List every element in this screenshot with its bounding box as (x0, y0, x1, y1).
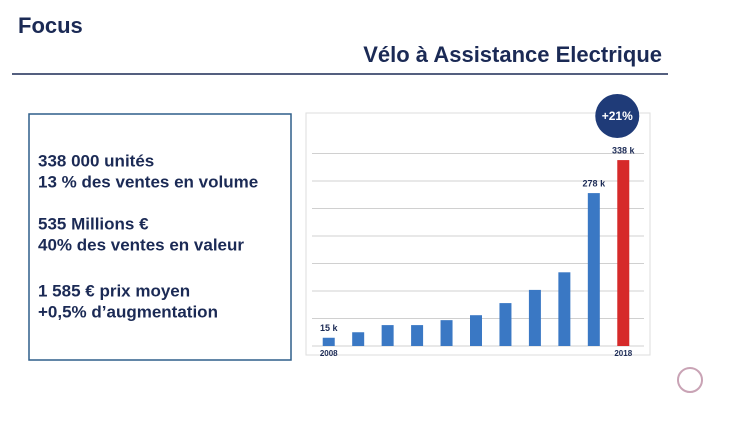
bar (558, 272, 571, 346)
stat-line: 13 % des ventes en volume (38, 172, 258, 191)
stat-line: +0,5% d’augmentation (38, 302, 218, 321)
bar (440, 320, 453, 346)
bar (470, 315, 482, 346)
bar (411, 325, 424, 346)
x-tick-label: 2008 (320, 349, 338, 358)
stat-line: 1 585 € prix moyen (38, 281, 190, 300)
bar (381, 325, 394, 346)
bar (499, 303, 512, 346)
stats-box (28, 113, 292, 361)
subtitle: Vélo à Assistance Electrique (363, 42, 662, 67)
growth-badge (595, 94, 640, 138)
bar (587, 193, 600, 346)
title: Focus (18, 13, 83, 38)
value-label: 278 k (583, 178, 607, 188)
value-label: 15 k (320, 323, 339, 333)
growth-label: +21% (602, 109, 633, 123)
stat-line: 338 000 unités (38, 151, 154, 170)
stat-line: 535 Millions € (38, 214, 149, 233)
bar (528, 289, 541, 346)
bar (352, 332, 365, 346)
bar (617, 160, 630, 346)
logo (677, 367, 703, 393)
value-label: 338 k (612, 145, 636, 155)
bar (322, 337, 335, 346)
x-tick-label: 2018 (614, 349, 632, 358)
stat-line: 40% des ventes en valeur (38, 235, 244, 254)
